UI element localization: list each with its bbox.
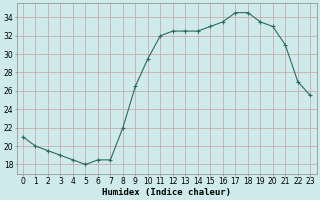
X-axis label: Humidex (Indice chaleur): Humidex (Indice chaleur) [102,188,231,197]
